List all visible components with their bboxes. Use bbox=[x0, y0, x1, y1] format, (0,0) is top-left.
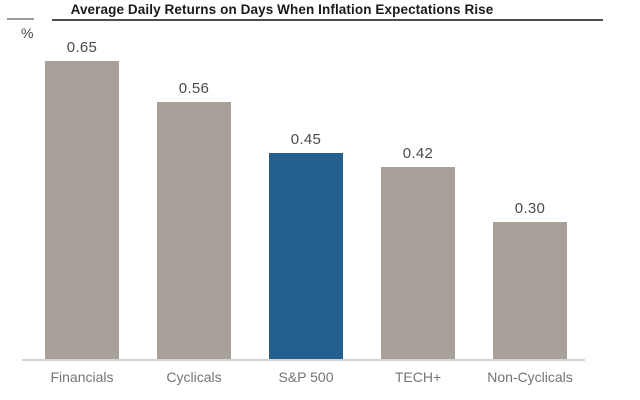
bar-group: 0.56 bbox=[157, 80, 231, 360]
bar-value-label: 0.42 bbox=[402, 145, 434, 162]
x-axis-line bbox=[22, 359, 585, 361]
category-label: Cyclicals bbox=[166, 369, 222, 385]
bar bbox=[381, 167, 455, 360]
bar-group: 0.30 bbox=[493, 200, 567, 360]
bar bbox=[157, 102, 231, 360]
top-left-rule bbox=[7, 18, 34, 20]
bar-group: 0.45 bbox=[269, 131, 343, 360]
category-labels: Financials Cyclicals S&P 500 TECH+ Non-Cycli… bbox=[45, 369, 573, 385]
category-label: Financials bbox=[50, 369, 114, 385]
bar-value-label: 0.45 bbox=[290, 131, 322, 148]
bar bbox=[493, 222, 567, 360]
y-axis-unit-label: % bbox=[21, 25, 34, 41]
bar bbox=[269, 153, 343, 360]
bar bbox=[45, 61, 119, 360]
category-label: S&P 500 bbox=[278, 369, 334, 385]
bar-value-label: 0.56 bbox=[178, 80, 210, 97]
category-label: Non-Cyclicals bbox=[487, 369, 573, 385]
chart-title: Average Daily Returns on Days When Infla… bbox=[70, 2, 494, 17]
category-label: TECH+ bbox=[394, 369, 442, 385]
bar-group: 0.65 bbox=[45, 39, 119, 360]
bar-group: 0.42 bbox=[381, 145, 455, 360]
bar-value-label: 0.65 bbox=[66, 39, 98, 56]
bars: 0.65 0.56 0.45 0.42 0.30 bbox=[45, 0, 567, 360]
bar-value-label: 0.30 bbox=[514, 200, 546, 217]
title-underline bbox=[52, 19, 603, 21]
